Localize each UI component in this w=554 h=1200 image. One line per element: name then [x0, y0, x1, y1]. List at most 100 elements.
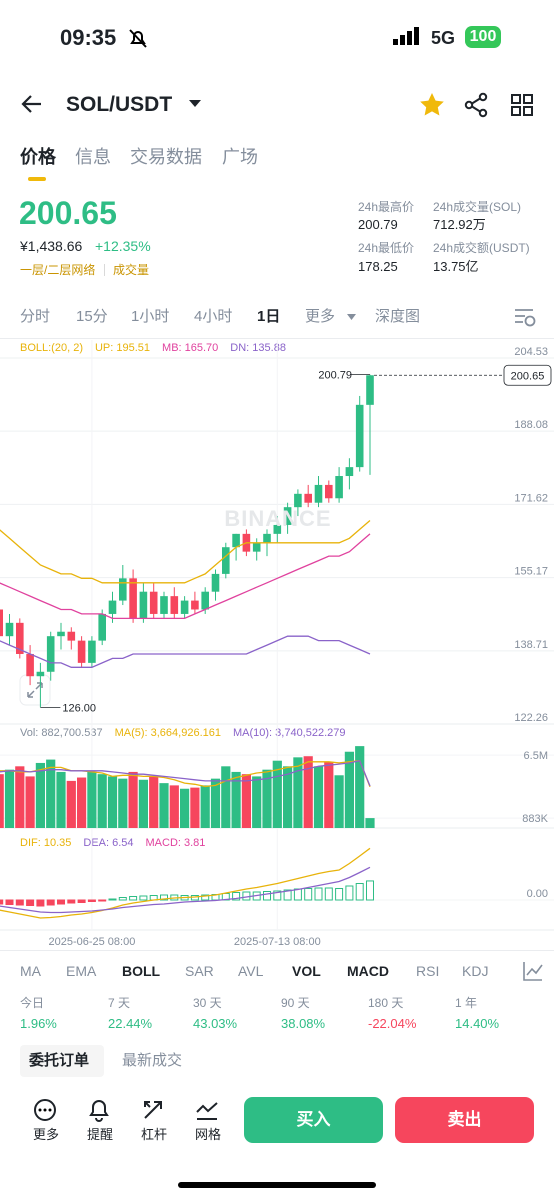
favorite-star[interactable]	[419, 92, 445, 118]
home-indicator	[178, 1182, 376, 1188]
y-tick-label: 883K	[522, 813, 548, 825]
bottom-label[interactable]: 提醒	[87, 1127, 114, 1142]
stat-value: 178.25	[358, 259, 398, 274]
candle-body	[108, 600, 117, 614]
interval-tab[interactable]: 4小时	[194, 308, 233, 325]
bottom-label[interactable]: 网格	[195, 1127, 222, 1142]
y-tick-label: 188.08	[514, 419, 548, 431]
macd-bar	[149, 895, 158, 901]
leverage-icon[interactable]	[141, 1098, 165, 1122]
boll-line	[0, 520, 371, 584]
expand-button[interactable]	[19, 674, 51, 706]
tab[interactable]: 广场	[222, 147, 258, 167]
macd-bar	[211, 894, 220, 901]
tag-link[interactable]: 成交量	[113, 263, 150, 277]
volume-bar	[15, 766, 25, 828]
candle-body	[57, 631, 65, 637]
performance-label: 今日	[20, 996, 45, 1010]
order-tab[interactable]: 委托订单	[29, 1052, 90, 1069]
indicator-tab[interactable]: BOLL	[122, 963, 161, 979]
indicator-tab[interactable]: MACD	[347, 963, 389, 979]
divider	[0, 338, 554, 339]
macd-bar	[283, 889, 292, 901]
volume-bar	[313, 766, 324, 828]
candle-body	[325, 484, 333, 499]
boll-legend: BOLL:(20, 2) UP: 195.51 MB: 165.70 DN: 135.…	[20, 342, 286, 354]
share-icon[interactable]	[464, 92, 490, 118]
sell-button[interactable]: 卖出	[395, 1097, 534, 1143]
candle-body	[191, 600, 199, 610]
macd-bar	[263, 891, 271, 901]
volume-bar	[128, 771, 138, 828]
macd-bar	[221, 893, 230, 901]
macd-bar	[160, 894, 168, 901]
candle-body	[46, 636, 55, 672]
interval-tab[interactable]: 15分	[76, 308, 108, 325]
more-caret	[347, 314, 356, 320]
indicator-tab[interactable]: KDJ	[462, 963, 489, 979]
battery: 100	[465, 26, 501, 48]
candle-body	[242, 533, 251, 552]
stat-value: 712.92万	[433, 217, 486, 232]
performance-label: 90 天	[281, 996, 310, 1010]
candle-body	[283, 507, 292, 525]
candle-body	[252, 542, 261, 552]
bottom-label[interactable]: 更多	[33, 1127, 60, 1142]
candle-body	[36, 671, 45, 677]
candle-body	[26, 653, 34, 677]
boll-line	[0, 533, 371, 620]
volume-bar	[334, 775, 344, 828]
interval-tab[interactable]: 1小时	[131, 308, 170, 325]
candle-body	[263, 533, 271, 543]
indicator-settings[interactable]	[522, 960, 544, 982]
indicator-tab[interactable]: VOL	[292, 963, 321, 979]
candle-body	[129, 578, 137, 619]
chart-settings[interactable]	[513, 306, 537, 328]
volume-bar	[262, 769, 272, 828]
tab[interactable]: 信息	[75, 147, 111, 167]
bottom-label[interactable]: 杠杆	[141, 1127, 168, 1142]
interval-tab[interactable]: 深度图	[375, 308, 421, 325]
order-tab[interactable]: 最新成交	[122, 1052, 183, 1069]
candle-body	[335, 476, 343, 499]
tab[interactable]: 交易数据	[130, 147, 202, 167]
separator	[104, 264, 105, 276]
interval-tab[interactable]: 1日	[257, 308, 281, 325]
tag-link[interactable]: 一层/二层网络	[20, 263, 96, 277]
back-button[interactable]	[20, 92, 44, 116]
grid-menu-icon[interactable]	[510, 93, 534, 117]
indicator-tab[interactable]: MA	[20, 963, 41, 979]
volume-ma-line	[0, 759, 371, 787]
macd-bar	[87, 899, 96, 902]
macd-bar	[129, 896, 138, 901]
more-icon[interactable]	[33, 1098, 57, 1122]
macd-bar	[118, 897, 127, 901]
macd-bar	[5, 899, 14, 905]
legend-text: MA(5): 3,664,926.161	[114, 727, 221, 739]
candle-body	[88, 640, 96, 663]
buy-button[interactable]: 买入	[244, 1097, 383, 1143]
volume-bar	[56, 771, 66, 828]
indicator-tab[interactable]: SAR	[185, 963, 214, 979]
indicator-tab[interactable]: RSI	[416, 963, 440, 979]
volume-bar	[283, 766, 293, 828]
grid-bot-icon[interactable]	[195, 1098, 219, 1122]
tab[interactable]: 价格	[20, 147, 56, 167]
macd-line	[0, 847, 371, 919]
performance-label: 7 天	[108, 996, 131, 1010]
candle-body	[170, 596, 179, 614]
pair-title[interactable]: SOL/USDT	[66, 93, 173, 116]
status-time: 09:35	[60, 25, 117, 50]
interval-tab[interactable]: 更多	[305, 308, 336, 325]
indicator-tab[interactable]: AVL	[238, 963, 264, 979]
candle-body	[294, 493, 302, 508]
alert-icon[interactable]	[87, 1097, 111, 1123]
performance-value: 22.44%	[108, 1016, 153, 1031]
macd-bar	[355, 883, 364, 901]
performance-value: 38.08%	[281, 1016, 326, 1031]
pair-dropdown[interactable]	[188, 98, 202, 110]
performance-value: 14.40%	[455, 1016, 500, 1031]
indicator-tab[interactable]: EMA	[66, 963, 97, 979]
stat-value: 200.79	[358, 217, 398, 232]
interval-tab[interactable]: 分时	[20, 308, 51, 325]
